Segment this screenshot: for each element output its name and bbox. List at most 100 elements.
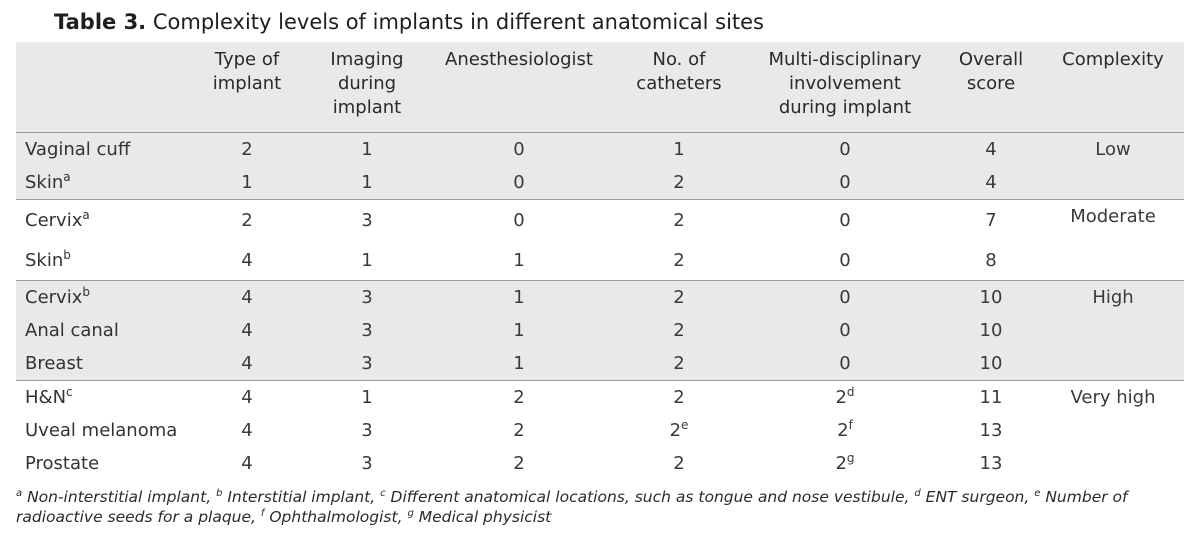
cell-imaging: 1 [361, 172, 373, 193]
cell-type: 4 [241, 420, 253, 441]
footnote-text: Interstitial implant, [222, 488, 381, 506]
cell-site: Skina [25, 170, 71, 193]
table-row: Cervixb 4 3 1 2 0 10 High [16, 280, 1184, 381]
cell-anesthesiologist: 2 [513, 420, 525, 441]
cell-overall-score: 4 [985, 172, 997, 193]
footnote-text: Medical physicist [413, 508, 552, 526]
footnote-text: Non-interstitial implant, [22, 488, 217, 506]
cell-multidisciplinary: 0 [839, 172, 851, 193]
table-label: Table 3. [54, 10, 147, 34]
header-complexity: Complexity [1062, 49, 1164, 70]
cell-site: Cervixb [16, 280, 190, 314]
cell-catheters: 2 [673, 249, 685, 271]
table-row: Cervixa 2 3 0 2 0 7 Moderate [16, 199, 1184, 281]
cell-type: 4 [241, 453, 253, 474]
footnote-mark: e [1034, 488, 1041, 499]
cell-overall-score: 8 [985, 249, 997, 271]
cell-anesthesiologist: 0 [430, 199, 608, 240]
cell-type: 4 [241, 353, 253, 374]
cell-overall-score: 10 [940, 280, 1042, 314]
table-title: Table 3. Complexity levels of implants i… [54, 10, 764, 34]
cell-overall-score: 7 [940, 199, 1042, 240]
cell-multidisciplinary: 0 [839, 320, 851, 341]
cell-type: 2 [190, 132, 304, 166]
cell-catheters: 2 [608, 199, 750, 240]
table-row: Breast 4 3 1 2 0 10 [16, 347, 1184, 381]
footnote-text: Different anatomical locations, such as … [385, 488, 915, 506]
header-imaging: Imaging during implant [330, 49, 404, 118]
cell-site: Breast [25, 353, 83, 374]
cell-type: 4 [241, 249, 253, 271]
cell-catheters: 2 [608, 280, 750, 314]
cell-type: 1 [241, 172, 253, 193]
cell-anesthesiologist: 0 [430, 132, 608, 166]
footnote-mark: a [16, 488, 23, 499]
header-overall-score: Overall score [958, 49, 1024, 94]
cell-anesthesiologist: 1 [430, 280, 608, 314]
cell-multidisciplinary: 2g [835, 451, 855, 474]
cell-overall-score: 10 [979, 320, 1003, 341]
cell-catheters: 2 [673, 172, 685, 193]
cell-complexity: Very high [1042, 380, 1184, 480]
header-row: Type of implant Imaging during implant Anes… [16, 42, 1184, 133]
cell-imaging: 3 [361, 320, 373, 341]
cell-type: 4 [190, 380, 304, 414]
table-row: H&Nc 4 1 2 2 2d 11 Very high [16, 380, 1184, 480]
cell-multidisciplinary: 0 [750, 199, 940, 240]
footnote-text: ENT surgeon, [920, 488, 1035, 506]
table-row: Skinb 4 1 1 2 0 8 [16, 240, 1184, 281]
table-footnote: a Non-interstitial implant, b Interstiti… [16, 487, 1188, 527]
cell-overall-score: 13 [979, 420, 1003, 441]
cell-site: Uveal melanoma [25, 420, 178, 441]
cell-multidisciplinary: 0 [839, 249, 851, 271]
cell-catheters: 2 [608, 380, 750, 414]
cell-catheters: 2 [673, 320, 685, 341]
footnote-mark: b [216, 488, 223, 499]
table-row: Skina 1 1 0 2 0 4 [16, 166, 1184, 200]
cell-type: 2 [190, 199, 304, 240]
cell-site: Anal canal [25, 320, 119, 341]
cell-catheters: 2 [673, 353, 685, 374]
footnote-mark: c [380, 488, 386, 499]
cell-imaging: 1 [361, 249, 373, 271]
cell-catheters: 2 [673, 453, 685, 474]
cell-site: Prostate [25, 453, 100, 474]
cell-site: H&Nc [16, 380, 190, 414]
cell-imaging: 1 [304, 380, 430, 414]
cell-imaging: 3 [304, 199, 430, 240]
footnote-mark: d [914, 488, 921, 499]
cell-site: Cervixa [16, 199, 190, 240]
cell-overall-score: 10 [979, 353, 1003, 374]
cell-imaging: 3 [304, 280, 430, 314]
footnote-text: Number of radioactive seeds for a plaque… [16, 488, 1128, 526]
header-type-of-implant: Type of implant [212, 49, 282, 94]
table-caption: Complexity levels of implants in differe… [152, 10, 764, 34]
header-anesthesiologist: Anesthesiologist [445, 49, 593, 70]
cell-catheters: 1 [608, 132, 750, 166]
cell-multidisciplinary: 0 [750, 280, 940, 314]
cell-site: Skinb [25, 247, 71, 271]
header-catheters: No. of catheters [636, 49, 722, 94]
complexity-table: Type of implant Imaging during implant Anes… [16, 42, 1184, 480]
cell-anesthesiologist: 1 [513, 353, 525, 374]
cell-multidisciplinary: 0 [750, 132, 940, 166]
cell-imaging: 3 [361, 453, 373, 474]
cell-site: Vaginal cuff [16, 132, 190, 166]
cell-anesthesiologist: 2 [513, 453, 525, 474]
cell-anesthesiologist: 1 [513, 249, 525, 271]
cell-complexity: High [1042, 280, 1184, 381]
cell-anesthesiologist: 0 [513, 172, 525, 193]
cell-multidisciplinary: 2d [750, 380, 940, 414]
cell-complexity: Low [1042, 132, 1184, 200]
cell-imaging: 3 [361, 353, 373, 374]
cell-overall-score: 13 [979, 453, 1003, 474]
cell-imaging: 1 [304, 132, 430, 166]
footnote-text: Ophthalmologist, [264, 508, 408, 526]
cell-overall-score: 4 [940, 132, 1042, 166]
table-row: Vaginal cuff 2 1 0 1 0 4 Low [16, 132, 1184, 200]
cell-overall-score: 11 [940, 380, 1042, 414]
cell-anesthesiologist: 1 [513, 320, 525, 341]
header-multidisciplinary: Multi-disciplinary involvement during impl… [768, 49, 922, 118]
table-row: Prostate 4 3 2 2 2g 13 [16, 447, 1184, 480]
header-site [16, 42, 190, 133]
